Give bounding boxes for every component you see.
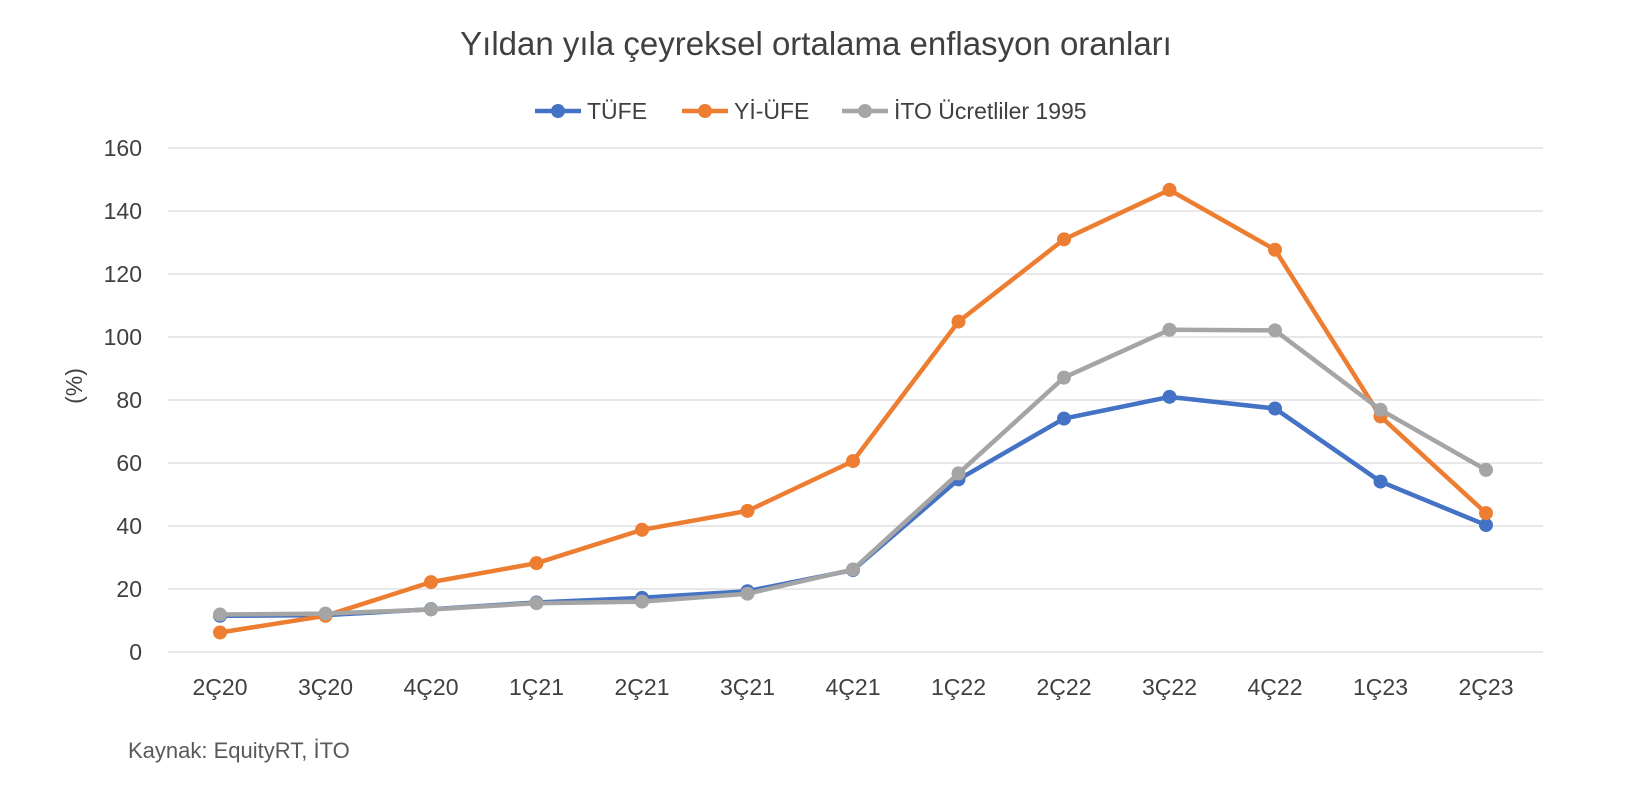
legend-item: Yİ-ÜFE [682, 98, 809, 124]
y-tick-label: 160 [104, 135, 142, 161]
source-note: Kaynak: EquityRT, İTO [128, 738, 350, 763]
legend-label: Yİ-ÜFE [734, 98, 809, 124]
x-tick-label: 1Ç21 [509, 674, 564, 700]
x-tick-label: 3Ç21 [720, 674, 775, 700]
x-tick-label: 4Ç21 [826, 674, 881, 700]
data-point [424, 575, 438, 590]
data-point [213, 625, 227, 640]
data-point [1268, 401, 1282, 416]
data-point [1373, 402, 1388, 417]
data-point [1162, 322, 1177, 337]
y-tick-label: 120 [104, 261, 142, 287]
data-point [424, 602, 438, 617]
y-tick-label: 0 [129, 639, 142, 665]
data-point [1268, 242, 1282, 257]
data-point [846, 562, 860, 577]
legend-swatch-marker [551, 104, 565, 118]
data-point [213, 607, 227, 622]
data-point [740, 586, 755, 601]
y-axis-title: (%) [61, 368, 87, 404]
legend-swatch-marker [698, 104, 712, 118]
x-tick-label: 2Ç20 [193, 674, 248, 700]
y-axis-ticks: 0 20 40 60 80 100 120 140 160 [104, 135, 142, 665]
y-tick-label: 80 [116, 387, 142, 413]
y-tick-label: 100 [104, 324, 142, 350]
data-point [1162, 182, 1177, 197]
plot-area [213, 182, 1493, 640]
x-tick-label: 3Ç22 [1142, 674, 1197, 700]
data-point [951, 466, 966, 481]
data-point [1057, 370, 1071, 385]
x-tick-label: 2Ç21 [615, 674, 670, 700]
x-tick-label: 4Ç22 [1248, 674, 1303, 700]
chart-title: Yıldan yıla çeyreksel ortalama enflasyon… [460, 25, 1172, 62]
x-tick-label: 2Ç22 [1037, 674, 1092, 700]
x-axis-ticks: 2Ç20 3Ç20 4Ç20 1Ç21 2Ç21 3Ç21 4Ç21 1Ç22 2Ç22 3Ç22… [193, 674, 1514, 700]
data-point [951, 314, 966, 329]
legend-item: İTO Ücretliler 1995 [842, 98, 1087, 124]
legend-swatch-marker [858, 104, 872, 118]
legend-item: TÜFE [535, 98, 647, 124]
y-tick-label: 40 [116, 513, 142, 539]
data-point [846, 454, 860, 469]
data-point [1479, 462, 1493, 477]
x-tick-label: 2Ç23 [1459, 674, 1514, 700]
legend: TÜFE Yİ-ÜFE İTO Ücretliler 1995 [535, 98, 1087, 124]
data-point [1268, 323, 1282, 338]
data-point [1479, 506, 1493, 521]
series-3 [213, 322, 1493, 622]
data-point [1373, 474, 1388, 489]
data-point [635, 594, 649, 609]
data-point [1057, 411, 1071, 426]
y-tick-label: 140 [104, 198, 142, 224]
series-line [217, 394, 1489, 619]
series-1 [213, 389, 1493, 623]
x-tick-label: 1Ç23 [1353, 674, 1408, 700]
data-point [635, 522, 649, 537]
data-point [529, 596, 544, 611]
data-point [529, 556, 544, 571]
data-point [318, 606, 333, 621]
y-tick-label: 20 [116, 576, 142, 602]
legend-label: İTO Ücretliler 1995 [894, 98, 1087, 124]
data-point [1162, 389, 1177, 404]
x-tick-label: 4Ç20 [404, 674, 459, 700]
x-tick-label: 3Ç20 [298, 674, 353, 700]
legend-label: TÜFE [587, 98, 647, 124]
y-tick-label: 60 [116, 450, 142, 476]
data-point [1479, 518, 1493, 533]
gridlines [168, 147, 1543, 653]
x-tick-label: 1Ç22 [931, 674, 986, 700]
data-point [1057, 232, 1071, 247]
data-point [740, 503, 755, 518]
